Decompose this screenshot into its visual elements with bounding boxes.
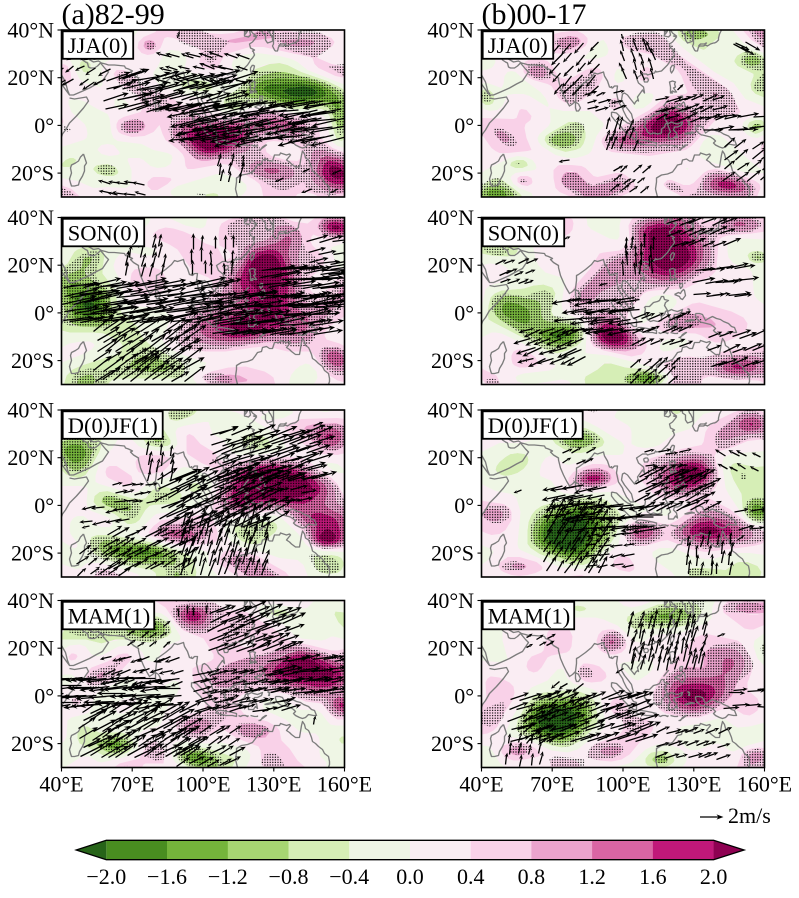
svg-text:−0.8: −0.8: [269, 864, 309, 889]
svg-text:40°N: 40°N: [427, 205, 474, 230]
svg-text:160°E: 160°E: [737, 772, 792, 797]
svg-text:130°E: 130°E: [246, 772, 301, 797]
svg-text:0°: 0°: [454, 113, 474, 138]
svg-text:−0.4: −0.4: [329, 864, 369, 889]
svg-text:1.6: 1.6: [639, 864, 667, 889]
svg-text:40°N: 40°N: [7, 18, 54, 43]
svg-text:0°: 0°: [34, 113, 54, 138]
svg-text:0.8: 0.8: [518, 864, 546, 889]
svg-text:0°: 0°: [34, 683, 54, 708]
svg-text:0°: 0°: [34, 493, 54, 518]
svg-text:D(0)JF(1): D(0)JF(1): [488, 413, 578, 438]
svg-text:SON(0): SON(0): [68, 221, 139, 246]
svg-text:130°E: 130°E: [666, 772, 721, 797]
svg-text:40°N: 40°N: [7, 588, 54, 613]
svg-text:JJA(0): JJA(0): [68, 33, 128, 58]
svg-text:−2.0: −2.0: [86, 864, 126, 889]
svg-text:20°N: 20°N: [427, 445, 474, 470]
svg-text:20°N: 20°N: [427, 253, 474, 278]
svg-text:0°: 0°: [454, 300, 474, 325]
svg-text:70°E: 70°E: [110, 772, 154, 797]
svg-text:160°E: 160°E: [317, 772, 372, 797]
svg-text:20°N: 20°N: [427, 65, 474, 90]
svg-text:20°N: 20°N: [427, 636, 474, 661]
svg-text:20°S: 20°S: [11, 161, 54, 186]
svg-text:SON(0): SON(0): [488, 221, 559, 246]
svg-text:100°E: 100°E: [175, 772, 230, 797]
svg-text:0.0: 0.0: [396, 864, 424, 889]
svg-text:JJA(0): JJA(0): [488, 33, 548, 58]
svg-text:2m/s: 2m/s: [728, 803, 771, 828]
svg-text:0°: 0°: [34, 300, 54, 325]
svg-text:40°N: 40°N: [7, 205, 54, 230]
svg-text:(b)00-17: (b)00-17: [482, 0, 587, 31]
svg-text:2.0: 2.0: [700, 864, 728, 889]
svg-text:20°S: 20°S: [431, 348, 474, 373]
svg-text:70°E: 70°E: [530, 772, 574, 797]
svg-text:40°E: 40°E: [459, 772, 503, 797]
svg-text:40°N: 40°N: [427, 588, 474, 613]
svg-text:20°N: 20°N: [7, 445, 54, 470]
svg-text:40°N: 40°N: [427, 398, 474, 423]
svg-text:40°N: 40°N: [427, 18, 474, 43]
svg-text:20°S: 20°S: [11, 348, 54, 373]
svg-text:20°S: 20°S: [11, 731, 54, 756]
svg-text:0°: 0°: [454, 683, 474, 708]
svg-text:20°S: 20°S: [431, 541, 474, 566]
svg-text:0.4: 0.4: [457, 864, 485, 889]
svg-text:20°N: 20°N: [7, 65, 54, 90]
svg-text:40°E: 40°E: [39, 772, 83, 797]
svg-text:D(0)JF(1): D(0)JF(1): [68, 413, 158, 438]
svg-text:20°N: 20°N: [7, 253, 54, 278]
svg-text:20°S: 20°S: [11, 541, 54, 566]
svg-text:20°N: 20°N: [7, 636, 54, 661]
svg-text:40°N: 40°N: [7, 398, 54, 423]
svg-text:−1.2: −1.2: [208, 864, 248, 889]
svg-text:−1.6: −1.6: [147, 864, 187, 889]
svg-text:MAM(1): MAM(1): [488, 604, 571, 629]
svg-text:1.2: 1.2: [578, 864, 606, 889]
svg-text:20°S: 20°S: [431, 731, 474, 756]
svg-text:MAM(1): MAM(1): [68, 604, 151, 629]
svg-text:0°: 0°: [454, 493, 474, 518]
svg-text:100°E: 100°E: [595, 772, 650, 797]
svg-text:(a)82-99: (a)82-99: [62, 0, 165, 31]
svg-text:20°S: 20°S: [431, 161, 474, 186]
